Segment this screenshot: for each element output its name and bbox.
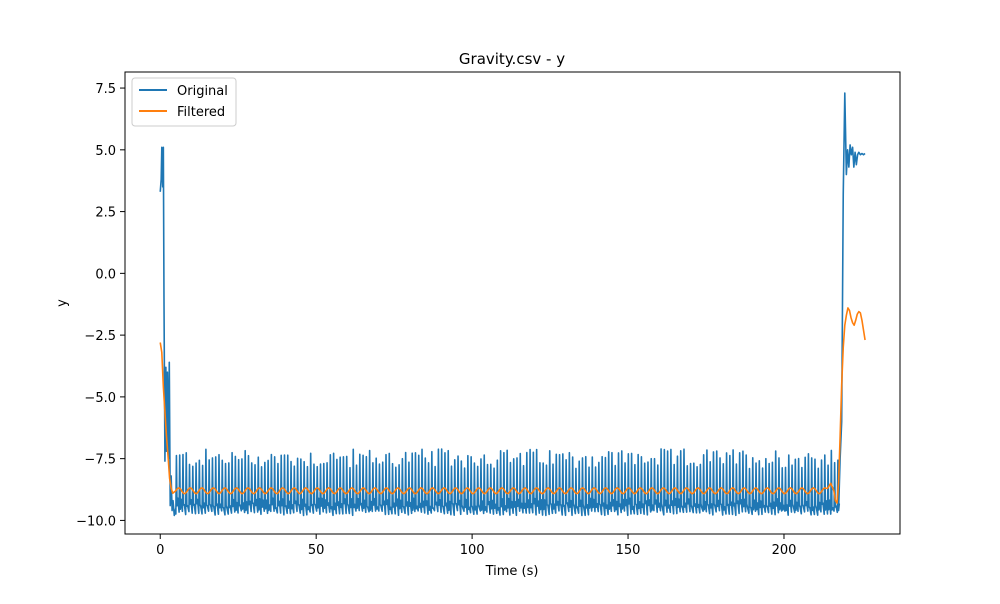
y-tick-label: 5.0 xyxy=(95,144,116,159)
x-axis: 0 50 100 150 200 xyxy=(156,534,796,558)
plot-area-frame xyxy=(124,71,901,535)
series-line-original xyxy=(159,92,866,517)
x-axis-title: Time (s) xyxy=(485,564,539,579)
legend: Original Filtered xyxy=(131,77,237,127)
y-axis-title: y xyxy=(55,299,70,307)
y-axis: −10.0 −7.5 −5.0 −2.5 0.0 2.5 5.0 7.5 xyxy=(76,82,125,529)
y-tick-label: −10.0 xyxy=(76,514,116,529)
y-tick-label: 7.5 xyxy=(95,82,116,97)
x-tick-label: 50 xyxy=(308,543,325,558)
y-tick-label: 0.0 xyxy=(95,267,116,282)
x-tick-label: 150 xyxy=(616,543,641,558)
legend-label-filtered: Filtered xyxy=(177,105,225,120)
y-tick-label: −7.5 xyxy=(84,453,116,468)
series-line-filtered xyxy=(159,307,866,504)
x-tick-label: 100 xyxy=(460,543,485,558)
x-tick-label: 200 xyxy=(772,543,797,558)
chart-title: Gravity.csv - y xyxy=(459,50,565,68)
y-tick-label: 2.5 xyxy=(95,206,116,221)
x-tick-label: 0 xyxy=(156,543,164,558)
y-tick-label: −5.0 xyxy=(84,391,116,406)
series-layer xyxy=(159,92,866,517)
y-tick-label: −2.5 xyxy=(84,329,116,344)
legend-label-original: Original xyxy=(177,84,228,99)
